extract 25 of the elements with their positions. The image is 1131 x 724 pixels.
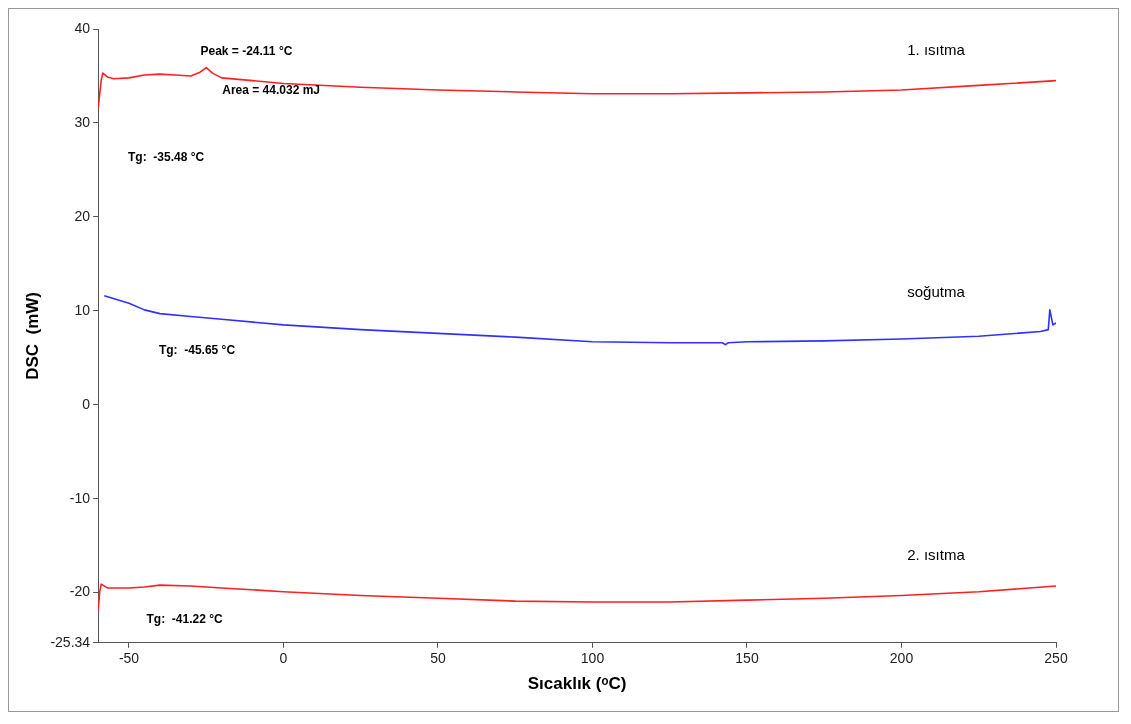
series-label: 2. ısıtma <box>907 546 966 564</box>
annotation: Tg: -41.22 °C <box>146 612 224 627</box>
x-tick-label: 50 <box>430 650 446 667</box>
y-tick-label: 30 <box>74 113 91 130</box>
x-axis-title: Sıcaklık (ᵒC) <box>527 674 627 694</box>
x-tick-label: -50 <box>118 650 140 667</box>
x-tick-label: 200 <box>889 650 914 667</box>
x-tick-label: 100 <box>580 650 605 667</box>
y-tick-label: 0 <box>82 395 91 412</box>
annotation: Area = 44.032 mJ <box>222 83 321 98</box>
annotation: Tg: -45.65 °C <box>158 342 236 357</box>
series-label: 1. ısıtma <box>907 40 966 58</box>
x-tick-label: 0 <box>279 650 288 667</box>
y-tick-label: -25.34 <box>50 633 91 650</box>
x-tick-label: 150 <box>735 650 759 667</box>
annotation: Peak = -24.11 °C <box>200 43 293 58</box>
y-tick-label: 20 <box>74 207 91 224</box>
text: soğutma <box>907 283 966 301</box>
y-tick-label: -10 <box>69 489 91 506</box>
annotation: Tg: -35.48 °C <box>128 150 205 165</box>
y-tick-label: -20 <box>69 583 91 600</box>
y-tick-label: 10 <box>74 301 91 318</box>
x-tick-label: 250 <box>1044 650 1068 667</box>
y-axis-title: DSC (mW) <box>22 291 42 380</box>
y-tick-label: 40 <box>74 19 91 36</box>
